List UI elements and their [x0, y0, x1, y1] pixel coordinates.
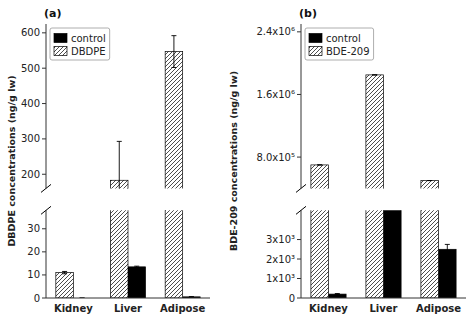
bar — [439, 249, 457, 298]
error-bar — [134, 266, 139, 267]
bar — [384, 210, 402, 298]
error-bar — [445, 244, 450, 254]
x-tick-label: Liver — [114, 303, 142, 314]
bar — [366, 210, 384, 298]
chart-canvas: 0 10 20 30 200 300 400 500 600 Kidney Liver Adipose… — [0, 0, 474, 332]
y-tick-label: 8.0x10⁵ — [256, 152, 295, 163]
y-tick — [297, 239, 301, 240]
y-tick — [42, 174, 46, 175]
axis-break — [296, 184, 306, 192]
y-tick — [42, 298, 46, 299]
y-tick-label: 0 — [289, 293, 295, 304]
legend-swatch — [309, 47, 322, 56]
legend-swatch — [309, 34, 322, 43]
y-axis-label: BDE-209 concentrations (ng/g lw) — [228, 71, 239, 251]
x-tick-label: Kidney — [309, 303, 348, 314]
chart-panel: 0 10 20 30 200 300 400 500 600 Kidney Liver Adipose… — [6, 0, 211, 314]
bar — [421, 210, 439, 298]
y-tick — [297, 157, 301, 158]
y-tick-label: 300 — [21, 133, 40, 144]
y-axis-line — [301, 24, 302, 188]
y-tick — [297, 259, 301, 260]
error-bar — [335, 294, 340, 295]
y-tick-label: 20 — [27, 246, 40, 257]
legend-swatch — [54, 34, 67, 43]
legend-swatch — [54, 47, 67, 56]
bar — [329, 294, 347, 298]
y-tick-label: 600 — [21, 27, 40, 38]
axis-break — [41, 184, 51, 192]
plot-area — [311, 210, 456, 298]
bar — [165, 52, 182, 189]
error-bar — [372, 74, 377, 75]
y-tick-label: 2x10³ — [266, 254, 295, 265]
y-tick — [42, 32, 46, 33]
panel-title: (a) — [44, 7, 61, 20]
y-tick — [42, 274, 46, 275]
error-bar — [171, 36, 176, 68]
bar — [165, 210, 182, 298]
legend-frame — [50, 28, 110, 60]
x-tick-label: Adipose — [160, 303, 205, 314]
legend: control DBDPE — [50, 28, 110, 60]
legend-label: control — [326, 33, 361, 44]
bar — [111, 210, 128, 298]
bar — [128, 267, 145, 298]
x-tick-label: Adipose — [416, 303, 461, 314]
y-tick — [42, 138, 46, 139]
bar — [366, 75, 384, 189]
y-tick — [297, 94, 301, 95]
legend-frame — [305, 28, 374, 60]
y-tick — [297, 31, 301, 32]
legend-label: control — [71, 33, 106, 44]
y-tick-label: 1.6x10⁶ — [256, 89, 295, 100]
legend-label: DBDPE — [71, 46, 106, 57]
y-tick — [42, 68, 46, 69]
y-tick-label: 2.4x10⁶ — [256, 26, 295, 37]
y-axis-label: DBDPE concentrations (ng/g lw) — [6, 75, 17, 246]
bar — [421, 181, 439, 189]
y-axis-line — [301, 210, 302, 298]
error-bar — [317, 164, 322, 165]
x-tick-label: Kidney — [54, 303, 93, 314]
axis-break — [41, 206, 51, 214]
x-axis-line — [46, 298, 210, 299]
y-tick — [297, 278, 301, 279]
y-axis-line — [46, 210, 47, 298]
bar — [56, 273, 73, 298]
x-axis-line — [301, 298, 466, 299]
error-bar — [117, 141, 122, 188]
y-tick-label: 500 — [21, 63, 40, 74]
panel-title: (b) — [299, 7, 317, 20]
y-axis-line — [46, 24, 47, 188]
legend-items: control DBDPE — [54, 33, 106, 57]
bar — [311, 210, 329, 298]
y-tick-label: 1x10³ — [266, 273, 295, 284]
y-tick-label: 0 — [34, 293, 40, 304]
error-bar — [189, 296, 194, 297]
x-tick-label: Liver — [369, 303, 397, 314]
plot-area — [56, 210, 200, 298]
y-tick — [297, 298, 301, 299]
y-tick-label: 10 — [27, 269, 40, 280]
axis-break — [296, 206, 306, 214]
y-tick-label: 400 — [21, 98, 40, 109]
y-tick-label: 3x10³ — [266, 234, 295, 245]
error-bar — [62, 271, 67, 273]
y-tick — [42, 228, 46, 229]
bar — [311, 165, 329, 188]
y-tick-label: 200 — [21, 169, 40, 180]
legend-label: BDE-209 — [326, 46, 370, 57]
error-bar — [427, 180, 432, 181]
chart-panel: 0 1x10³ 2x10³ 3x10³ 8.0x10⁵ 1.6x10⁶ 2.4x10⁶ Kid… — [228, 0, 467, 314]
y-tick-label: 30 — [27, 223, 40, 234]
y-tick — [42, 103, 46, 104]
plot-area — [311, 75, 456, 189]
legend: control BDE-209 — [305, 28, 374, 60]
legend-items: control BDE-209 — [309, 33, 370, 57]
y-tick — [42, 251, 46, 252]
